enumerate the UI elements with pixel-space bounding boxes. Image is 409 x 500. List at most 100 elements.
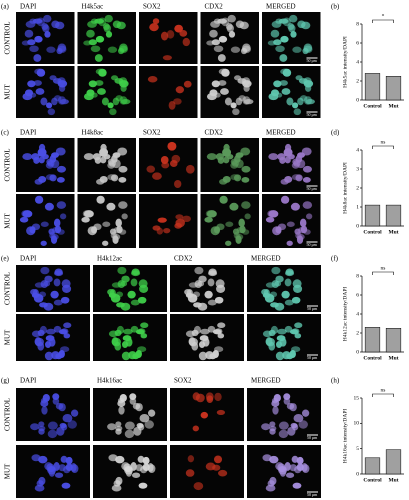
nucleus — [30, 92, 37, 98]
y-tick-label: 6 — [356, 292, 359, 298]
nucleus — [175, 86, 185, 94]
nucleus — [217, 157, 225, 164]
nucleus — [22, 153, 33, 161]
nucleus — [115, 218, 122, 228]
nucleus — [86, 29, 95, 38]
nucleus — [273, 80, 282, 88]
nucleus — [213, 455, 223, 464]
nucleus — [35, 88, 45, 95]
nucleus — [107, 46, 118, 53]
nucleus — [38, 421, 45, 427]
nucleus — [291, 328, 300, 335]
nucleus — [182, 37, 191, 47]
nucleus — [225, 221, 234, 227]
nucleus — [269, 291, 278, 298]
y-tick-label: 2 — [356, 330, 359, 336]
nucleus — [121, 351, 131, 361]
nucleus — [269, 428, 276, 435]
scale-bar-label: 50 μm — [307, 112, 318, 117]
nucleus — [47, 421, 58, 430]
nucleus — [118, 406, 125, 415]
nucleus — [60, 213, 67, 220]
y-tick-label: 2 — [356, 78, 359, 84]
nucleus — [166, 30, 175, 39]
nucleus — [276, 328, 287, 335]
nucleus — [192, 425, 200, 432]
nucleus — [107, 288, 115, 296]
nucleus — [67, 420, 77, 429]
row-label: MUT — [4, 463, 12, 479]
nucleus — [44, 351, 54, 361]
nucleus — [226, 153, 234, 160]
micrograph — [170, 445, 244, 498]
nucleus — [47, 108, 56, 116]
nucleus — [291, 455, 299, 463]
nucleus — [118, 77, 128, 86]
nucleus — [281, 88, 291, 95]
nucleus — [295, 75, 303, 81]
nucleus — [235, 152, 244, 158]
nucleus — [219, 195, 228, 204]
nucleus — [61, 279, 71, 289]
nucleus — [83, 153, 94, 161]
nucleus — [268, 153, 279, 161]
bar — [364, 204, 381, 227]
nucleus — [58, 84, 66, 92]
nucleus — [56, 201, 67, 209]
nucleus — [142, 456, 150, 465]
nucleus — [197, 302, 208, 311]
nucleus — [108, 454, 118, 462]
nucleus — [284, 175, 293, 183]
nucleus — [50, 290, 59, 299]
significance-label: * — [382, 13, 385, 19]
nucleus — [19, 216, 29, 223]
nucleus — [120, 302, 131, 311]
scale-bar-label: 50 μm — [307, 242, 318, 247]
nucleus — [281, 290, 290, 299]
nucleus — [284, 278, 292, 287]
nucleus — [265, 337, 275, 347]
nucleus — [48, 468, 56, 477]
nucleus — [206, 395, 214, 404]
nucleus — [302, 201, 313, 209]
nucleus — [51, 20, 60, 29]
nucleus — [292, 482, 302, 489]
micrograph — [77, 138, 136, 192]
nucleus — [132, 402, 141, 410]
nucleus — [147, 76, 158, 83]
nucleus — [96, 195, 105, 204]
nucleus — [205, 462, 216, 471]
nucleus — [127, 290, 136, 299]
nucleus — [98, 17, 107, 27]
nucleus — [303, 77, 312, 86]
nucleus — [235, 20, 245, 29]
nucleus — [270, 29, 280, 38]
nucleus — [286, 240, 293, 246]
nucleus — [40, 397, 48, 404]
nucleus — [207, 278, 215, 287]
significance-bracket — [372, 271, 394, 275]
nucleus — [282, 68, 292, 77]
nucleus — [117, 397, 125, 404]
scale-bar-label: 50 μm — [307, 58, 318, 63]
nucleus — [115, 95, 123, 102]
nucleus — [286, 221, 295, 227]
nucleus — [160, 31, 169, 41]
scale-bar-label: 50 μm — [307, 492, 318, 497]
nucleus — [53, 299, 63, 306]
nucleus — [94, 157, 102, 164]
nucleus — [163, 227, 171, 234]
y-tick-label: 0 — [356, 349, 359, 355]
nucleus — [301, 462, 308, 472]
nucleus — [118, 165, 128, 173]
micrograph — [16, 138, 75, 192]
nucleus — [40, 97, 48, 106]
nucleus — [130, 299, 140, 306]
nucleus — [87, 20, 97, 28]
nucleus — [292, 102, 299, 109]
nucleus — [121, 275, 130, 283]
nucleus — [218, 35, 228, 43]
nucleus — [46, 46, 56, 53]
nucleus — [121, 213, 128, 220]
micrograph — [93, 265, 167, 312]
